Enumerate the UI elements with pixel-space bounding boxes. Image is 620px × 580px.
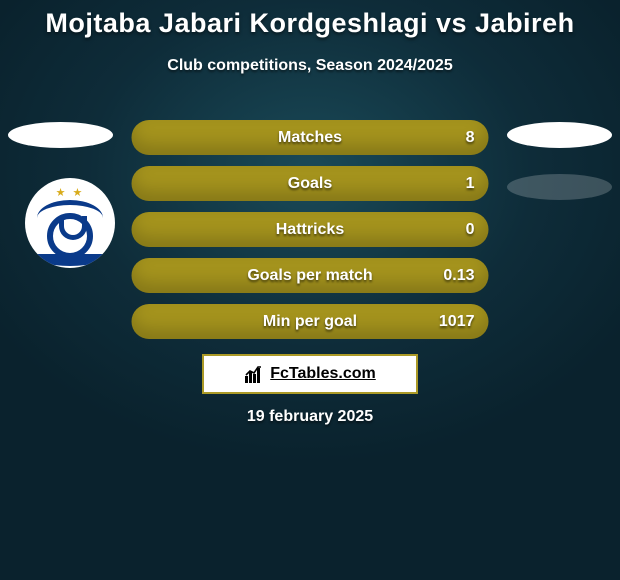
barchart-icon bbox=[244, 364, 264, 384]
stat-value: 1017 bbox=[439, 304, 475, 339]
page-title: Mojtaba Jabari Kordgeshlagi vs Jabireh bbox=[0, 0, 620, 39]
stat-label: Hattricks bbox=[132, 212, 489, 247]
fctables-link[interactable]: FcTables.com bbox=[202, 354, 418, 394]
player-left-silhouette bbox=[8, 122, 113, 148]
stat-value: 0 bbox=[466, 212, 475, 247]
badge-ribbon-icon bbox=[31, 254, 109, 266]
stat-row-hattricks: Hattricks 0 bbox=[132, 212, 489, 247]
stat-value: 1 bbox=[466, 166, 475, 201]
club-badge: ★ ★ bbox=[25, 178, 115, 268]
player-right-silhouette bbox=[507, 122, 612, 148]
stat-label: Goals bbox=[132, 166, 489, 201]
date-text: 19 february 2025 bbox=[0, 408, 620, 426]
badge-stars-icon: ★ ★ bbox=[25, 186, 115, 199]
stat-label: Matches bbox=[132, 120, 489, 155]
stat-value: 0.13 bbox=[443, 258, 474, 293]
stat-label: Min per goal bbox=[132, 304, 489, 339]
player-right-shadow bbox=[507, 174, 612, 200]
stat-bars: Matches 8 Goals 1 Hattricks 0 Goals per … bbox=[132, 120, 489, 350]
stat-row-min-per-goal: Min per goal 1017 bbox=[132, 304, 489, 339]
stat-value: 8 bbox=[466, 120, 475, 155]
fctables-text: FcTables.com bbox=[270, 365, 376, 383]
stat-row-goals-per-match: Goals per match 0.13 bbox=[132, 258, 489, 293]
infographic-root: Mojtaba Jabari Kordgeshlagi vs Jabireh C… bbox=[0, 0, 620, 580]
stat-row-matches: Matches 8 bbox=[132, 120, 489, 155]
stat-label: Goals per match bbox=[132, 258, 489, 293]
subtitle: Club competitions, Season 2024/2025 bbox=[0, 57, 620, 75]
stat-row-goals: Goals 1 bbox=[132, 166, 489, 201]
